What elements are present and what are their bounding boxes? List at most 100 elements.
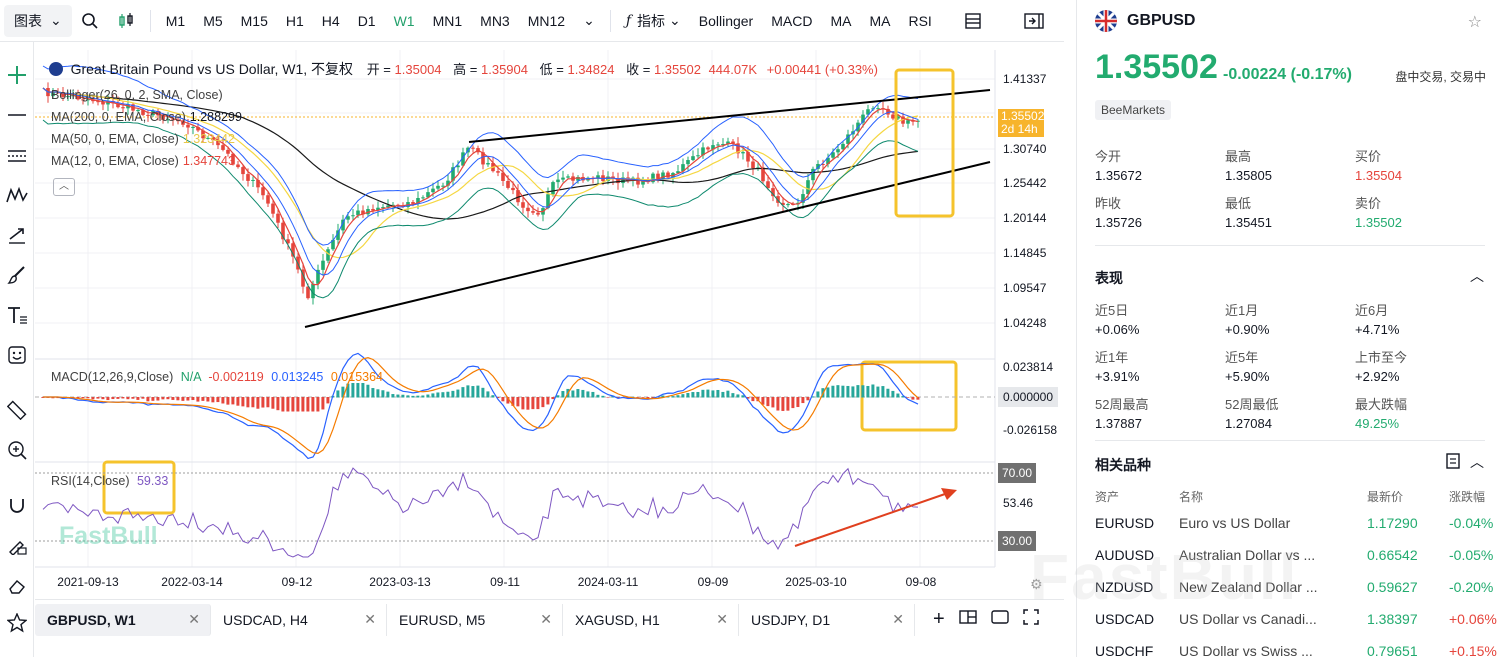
- price-tick: 1.14845: [1003, 246, 1047, 260]
- perf-label: 近1月: [1225, 303, 1259, 318]
- close-tab-icon[interactable]: ✕: [540, 611, 552, 627]
- close-tab-icon[interactable]: ✕: [716, 611, 728, 627]
- candle: [66, 96, 70, 98]
- indicator-shortcut-rsi[interactable]: RSI: [908, 12, 932, 29]
- channel-tool[interactable]: [4, 142, 30, 168]
- notes-button[interactable]: [1446, 453, 1460, 474]
- add-tab-button[interactable]: +: [933, 608, 945, 631]
- chart-canvas[interactable]: [35, 42, 1064, 597]
- candle: [616, 178, 620, 184]
- candles-button[interactable]: [108, 0, 144, 42]
- macd-histogram-bar: [661, 395, 665, 398]
- close-tab-icon[interactable]: ✕: [892, 611, 904, 627]
- chart-tab-xagusd[interactable]: XAGUSD, H1 ✕: [563, 603, 739, 636]
- collapse-legend-button[interactable]: ︿: [53, 178, 75, 196]
- candle: [801, 194, 805, 203]
- fullscreen-button[interactable]: [1022, 609, 1039, 630]
- candle: [696, 155, 700, 157]
- macd-histogram-bar: [601, 395, 605, 398]
- candle: [731, 141, 735, 144]
- collapse-panel-button[interactable]: [1015, 0, 1053, 42]
- candle: [361, 210, 365, 215]
- indicator-shortcut-bollinger[interactable]: Bollinger: [698, 12, 754, 29]
- text-tool[interactable]: [4, 302, 30, 328]
- timeframe-h1[interactable]: H1: [285, 12, 304, 29]
- collapse-related-button[interactable]: ︿: [1470, 452, 1484, 472]
- macd-histogram-bar: [586, 391, 590, 398]
- ma200-value: 1.288299: [189, 110, 242, 124]
- timeframe-mn1[interactable]: MN1: [432, 12, 463, 29]
- emoji-tool[interactable]: [4, 342, 30, 368]
- pattern-tool[interactable]: [4, 182, 30, 208]
- timeframe-mn3[interactable]: MN3: [480, 12, 510, 29]
- related-row-audusd[interactable]: AUDUSD Australian Dollar vs ... 0.66542 -0.…: [1077, 539, 1508, 571]
- crosshair-tool[interactable]: [4, 62, 30, 88]
- ma200-legend[interactable]: MA(200, 0, EMA, Close) 1.288299: [51, 110, 242, 124]
- chart-tab-gbpusd[interactable]: GBPUSD, W1 ✕: [35, 603, 211, 636]
- eraser-tool[interactable]: [4, 572, 30, 598]
- macd-histogram-bar: [696, 391, 700, 398]
- timeframe-d1[interactable]: D1: [357, 12, 376, 29]
- timeframe-mn12[interactable]: MN12: [527, 12, 566, 29]
- single-layout-button[interactable]: [990, 610, 1009, 629]
- related-row-nzdusd[interactable]: NZDUSD New Zealand Dollar ... 0.59627 -0.20…: [1077, 571, 1508, 603]
- timeframe-w1[interactable]: W1: [393, 12, 415, 29]
- candle: [461, 152, 465, 166]
- chart-type-dropdown[interactable]: 图表 ⌄: [4, 4, 72, 37]
- magnet-tool[interactable]: [4, 492, 30, 518]
- favorites-tool[interactable]: [4, 610, 30, 636]
- macd-histogram-bar: [91, 397, 95, 400]
- ma12-legend[interactable]: MA(12, 0, EMA, Close) 1.347743: [51, 154, 235, 168]
- symbol-name: GBPUSD: [1127, 12, 1196, 29]
- perf-value: 49.25%: [1355, 416, 1400, 431]
- close-tab-icon[interactable]: ✕: [364, 611, 376, 627]
- favorite-button[interactable]: ☆: [1468, 12, 1482, 32]
- timeframe-m1[interactable]: M1: [165, 12, 186, 29]
- split-layout-button[interactable]: [958, 610, 977, 629]
- macd-histogram-bar: [871, 384, 875, 398]
- line-tool[interactable]: [4, 102, 30, 128]
- related-row-usdchf[interactable]: USDCHF US Dollar vs Swiss ... 0.79651 +0.15…: [1077, 635, 1508, 657]
- rsi-legend[interactable]: RSI(14,Close) 59.33: [51, 474, 168, 488]
- indicator-shortcut-macd[interactable]: MACD: [771, 12, 813, 29]
- macd-histogram-bar: [431, 393, 435, 398]
- ruler-tool[interactable]: [4, 397, 30, 423]
- close-tab-icon[interactable]: ✕: [188, 611, 200, 627]
- chart-tab-usdcad[interactable]: USDCAD, H4 ✕: [211, 603, 387, 636]
- collapse-performance-button[interactable]: ︿: [1470, 266, 1484, 286]
- related-row-eurusd[interactable]: EURUSD Euro vs US Dollar 1.17290 -0.04%: [1077, 507, 1508, 539]
- bollinger-legend[interactable]: Bollinger(26, 0, 2, SMA, Close): [51, 88, 223, 102]
- more-timeframes-button[interactable]: ⌄: [574, 0, 604, 42]
- candle: [816, 163, 820, 169]
- timeframe-m5[interactable]: M5: [203, 12, 223, 29]
- settings-button[interactable]: ⚙: [1030, 576, 1043, 593]
- related-row-usdcad[interactable]: USDCAD US Dollar vs Canadi... 1.38397 +0.06…: [1077, 603, 1508, 635]
- timeframe-m15[interactable]: M15: [240, 12, 268, 29]
- search-button[interactable]: [72, 0, 108, 42]
- indicator-shortcut-ma[interactable]: MA: [869, 12, 891, 29]
- arrow-tool[interactable]: [4, 222, 30, 248]
- timeframe-h4[interactable]: H4: [321, 12, 340, 29]
- brush-tool[interactable]: [4, 262, 30, 288]
- indicators-button[interactable]: ƒ 指标 ⌄: [617, 0, 690, 42]
- macd-histogram-bar: [461, 387, 465, 398]
- ma50-legend[interactable]: MA(50, 0, EMA, Close) 1.323442: [51, 132, 235, 146]
- lock-drawings-tool[interactable]: [4, 532, 30, 558]
- candle: [71, 95, 75, 97]
- macd-histogram-bar: [221, 397, 225, 404]
- ma12-label: MA(12, 0, EMA, Close): [51, 154, 179, 168]
- layout-button[interactable]: [955, 0, 991, 42]
- chart-tab-eurusd[interactable]: EURUSD, M5 ✕: [387, 603, 563, 636]
- candle: [536, 212, 540, 215]
- chart-tab-usdjpy[interactable]: USDJPY, D1 ✕: [739, 603, 915, 636]
- macd-histogram-bar: [261, 397, 265, 408]
- chart-area[interactable]: Great Britain Pound vs US Dollar, W1, 不复…: [35, 42, 1064, 597]
- candle: [841, 143, 845, 150]
- indicator-shortcut-ma[interactable]: MA: [830, 12, 852, 29]
- macd-histogram-bar: [776, 397, 780, 411]
- macd-legend[interactable]: MACD(12,26,9,Close) N/A -0.002119 0.0132…: [51, 370, 383, 384]
- rsi-level-tag: 30.00: [998, 531, 1036, 551]
- broker-badge[interactable]: BeeMarkets: [1095, 100, 1172, 120]
- perf-label: 最大跌幅: [1355, 397, 1408, 412]
- zoom-tool[interactable]: [4, 437, 30, 463]
